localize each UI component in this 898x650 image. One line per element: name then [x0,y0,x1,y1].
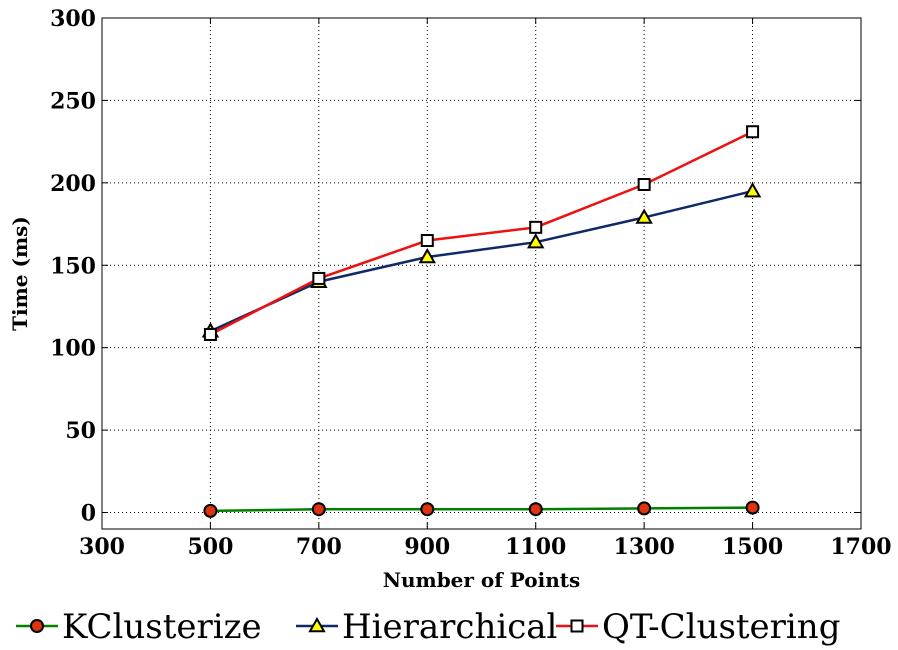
y-tick-label: 200 [50,171,96,197]
x-tick-label: 1700 [830,534,891,560]
legend-item: QT-Clustering [556,607,840,647]
data-point [529,220,543,234]
series-line [210,506,753,513]
data-point [637,177,651,191]
x-tick-label: 900 [404,534,450,560]
series-1 [201,182,762,338]
data-point [635,208,653,224]
legend-label: KClusterize [62,607,262,647]
data-point [203,503,218,518]
x-axis-label: Number of Points [383,568,581,592]
plot-frame [101,17,862,530]
legend: KClusterize Hierarchical QT-Clustering [16,607,840,647]
data-point [312,271,326,285]
x-tick-label: 1100 [505,534,566,560]
legend-marker [308,616,326,633]
x-tick-label: 300 [79,534,125,560]
data-point [746,125,760,139]
x-tick-label: 1500 [722,534,783,560]
legend-label: QT-Clustering [602,607,840,647]
y-tick-label: 300 [50,6,96,32]
y-tick-label: 100 [50,336,96,362]
y-tick-label: 150 [50,253,96,279]
grid-lines [102,18,861,529]
series-layer [201,125,762,518]
data-point [743,182,762,198]
y-tick-label: 250 [50,88,96,114]
x-tick-label: 500 [187,534,233,560]
data-point [203,327,217,341]
data-point [311,502,326,517]
data-point [637,501,652,516]
y-axis-ticks: 0 50 100 150 200 250 300 [50,6,861,527]
x-tick-label: 700 [296,534,342,560]
data-point [526,233,545,249]
series-line [209,189,753,333]
legend-item: KClusterize [16,607,262,647]
series-line [209,130,754,336]
series-0 [203,500,760,518]
data-point [420,502,435,517]
series-2 [203,125,760,341]
x-axis-ticks: 300 500 700 900 1100 1300 1500 1700 [79,18,892,560]
legend-marker [30,619,44,633]
y-tick-label: 50 [65,418,96,444]
legend-item: Hierarchical [296,607,557,647]
data-point [420,234,434,248]
data-point [418,248,437,264]
y-axis-label: Time (ms) [8,216,32,331]
data-point [745,500,760,515]
legend-marker [570,619,584,633]
data-point [528,502,543,517]
x-tick-label: 1300 [614,534,675,560]
y-tick-label: 0 [81,501,96,527]
legend-label: Hierarchical [342,607,557,647]
